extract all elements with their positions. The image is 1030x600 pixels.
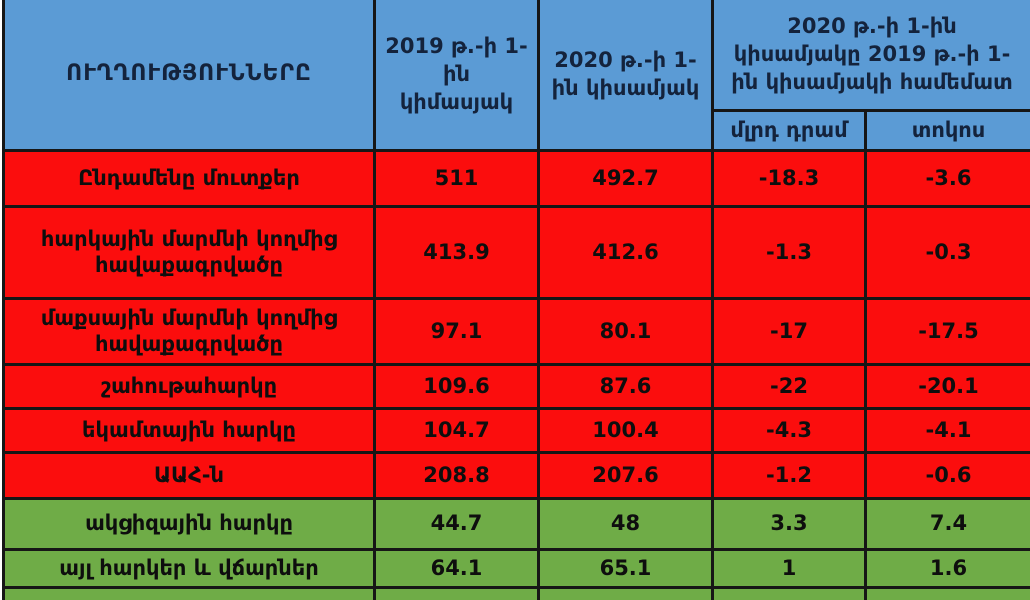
value-diff-bln-dram: -4.3 — [711, 406, 867, 454]
value-2019: 511 — [373, 148, 540, 208]
row-label: շահութահարկը — [2, 362, 376, 410]
value-diff-bln-dram: -1.3 — [711, 204, 867, 300]
value-2020: 65.1 — [537, 547, 714, 589]
value-2020: 48 — [537, 496, 714, 551]
table-row-excise-tax: ակցիզային հարկը 44.7 48 3.3 7.4 — [2, 496, 1030, 551]
value-2019: 208.8 — [373, 450, 540, 500]
value-diff-bln-dram: -22 — [711, 362, 867, 410]
value-2019: 44.7 — [373, 496, 540, 551]
value-diff-bln-dram: -18.3 — [711, 148, 867, 208]
value-2019: 64.1 — [373, 547, 540, 589]
value-2020: 492.7 — [537, 148, 714, 208]
header-directions: ՈՒՂՂՈՒԹՅՈՒՆՆԵՐԸ — [2, 0, 376, 152]
table-row-income-tax: եկամտային հարկը 104.7 100.4 -4.3 -4.1 — [2, 406, 1030, 454]
row-label: այլ հարկեր և վճարներ — [2, 547, 376, 589]
table-row-vat: ԱԱՀ-ն 208.8 207.6 -1.2 -0.6 — [2, 450, 1030, 500]
value-diff-percent: -0.6 — [863, 450, 1030, 500]
value-2020: 100.4 — [537, 406, 714, 454]
value-diff-percent: 1.6 — [863, 547, 1030, 589]
value-diff-percent: -17.5 — [863, 296, 1030, 366]
value-2020: 207.6 — [537, 450, 714, 500]
row-label: հարկային մարմնի կողմից հավաքագրվածը — [2, 204, 376, 300]
table-row-total-inflows: Ընդամենը մուտքեր 511 492.7 -18.3 -3.6 — [2, 148, 1030, 208]
subheader-percent: տոկոս — [863, 108, 1030, 152]
table-row-other-taxes: այլ հարկեր և վճարներ 64.1 65.1 1 1.6 — [2, 547, 1030, 589]
row-label: ԱԱՀ-ն — [2, 450, 376, 500]
table-row-customs-authority: մաքսային մարմնի կողմից հավաքագրվածը 97.1… — [2, 296, 1030, 366]
header-2020-h1: 2020 թ.-ի 1-ին կիսամյակ — [537, 0, 714, 152]
header-row-sub: մլրդ դրամ տոկոս — [4, 108, 1030, 152]
value-diff-percent: -20.1 — [863, 362, 1030, 410]
row-label: մաքսային մարմնի կողմից հավաքագրվածը — [2, 296, 376, 366]
header-row-main: ՈՒՂՂՈՒԹՅՈՒՆՆԵՐԸ 2019 թ.-ի 1-ին կիմասյակ … — [2, 0, 1030, 152]
value-diff-bln-dram: -1.2 — [711, 450, 867, 500]
value-diff-percent: -0.3 — [863, 204, 1030, 300]
value-diff-bln-dram: 1 — [711, 547, 867, 589]
value-2019: 109.6 — [373, 362, 540, 410]
table-header: ՈՒՂՂՈՒԹՅՈՒՆՆԵՐԸ 2019 թ.-ի 1-ին կիմասյակ … — [2, 0, 1030, 152]
value-diff-bln-dram: 3.3 — [711, 496, 867, 551]
table-row-cutoff — [2, 585, 1030, 600]
value-diff-bln-dram: -17 — [711, 296, 867, 366]
value-2019: 97.1 — [373, 296, 540, 366]
value-2019: 413.9 — [373, 204, 540, 300]
header-comparison: 2020 թ.-ի 1-ին կիսամյակը 2019 թ.-ի 1-ին … — [710, 0, 1030, 112]
value-2020: 412.6 — [537, 204, 714, 300]
table-body: Ընդամենը մուտքեր 511 492.7 -18.3 -3.6 հա… — [2, 148, 1030, 600]
value-2020: 87.6 — [537, 362, 714, 410]
table-row-profit-tax: շահութահարկը 109.6 87.6 -22 -20.1 — [2, 362, 1030, 410]
row-label: եկամտային հարկը — [2, 406, 376, 454]
value-diff-percent: 7.4 — [863, 496, 1030, 551]
value-2019: 104.7 — [373, 406, 540, 454]
value-diff-percent: -4.1 — [863, 406, 1030, 454]
row-label: Ընդամենը մուտքեր — [2, 148, 376, 208]
table-row-tax-authority: հարկային մարմնի կողմից հավաքագրվածը 413.… — [2, 204, 1030, 300]
subheader-bln-dram: մլրդ դրամ — [711, 108, 867, 152]
header-2019-h1: 2019 թ.-ի 1-ին կիմասյակ — [373, 0, 540, 152]
value-diff-percent: -3.6 — [863, 148, 1030, 208]
value-2020: 80.1 — [537, 296, 714, 366]
row-label: ակցիզային հարկը — [2, 496, 376, 551]
